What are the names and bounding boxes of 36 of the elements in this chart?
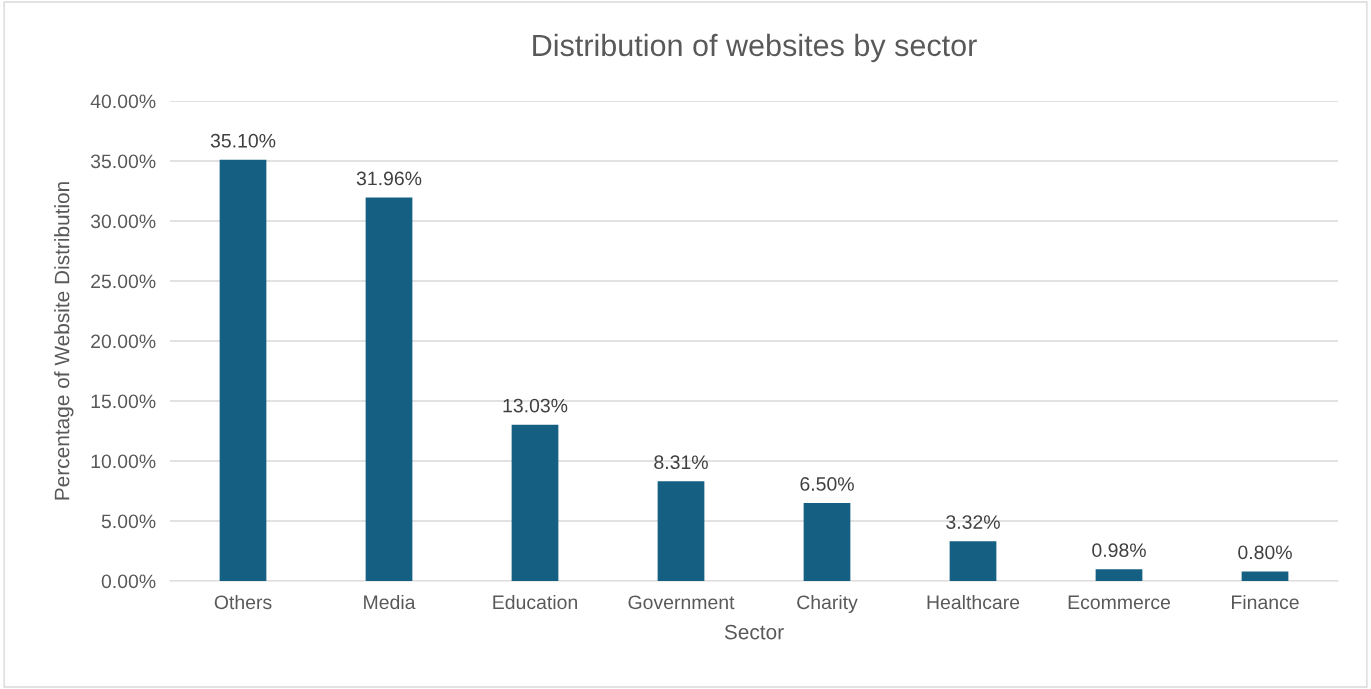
x-tick-label: Media (364, 594, 416, 610)
x-tick-label: Others (214, 594, 272, 610)
bar (657, 481, 705, 581)
bar (803, 503, 851, 581)
bar (1095, 569, 1143, 581)
data-label: 31.96% (356, 171, 422, 186)
x-axis-title: Sector (724, 624, 784, 640)
x-tick-label: Ecommerce (1068, 595, 1170, 610)
data-label: 8.31% (654, 455, 708, 470)
y-tick-label: 0.00% (101, 574, 156, 589)
x-tick-label: Charity (797, 594, 858, 614)
data-label: 0.98% (1092, 543, 1146, 558)
y-tick-label: 15.00% (91, 394, 156, 409)
data-label: 0.80% (1238, 545, 1292, 560)
x-tick-label: Finance (1232, 594, 1299, 610)
bar (365, 197, 413, 581)
y-tick-label: 5.00% (101, 514, 156, 529)
y-tick-label: 25.00% (91, 274, 156, 289)
y-tick-label: 20.00% (91, 334, 156, 349)
y-tick-label: 10.00% (91, 454, 156, 469)
data-label: 13.03% (503, 398, 568, 413)
chart-title: Distribution of websites by sector (533, 33, 977, 63)
data-label: 6.50% (800, 477, 854, 491)
x-tick-label: Education (493, 594, 577, 610)
bar (949, 541, 997, 581)
data-label: 3.32% (946, 515, 1000, 529)
y-tick-label: 35.00% (90, 154, 156, 169)
y-tick-label: 30.00% (90, 214, 156, 229)
x-tick-label: Government (628, 595, 735, 610)
bar (511, 424, 559, 581)
bar (219, 159, 267, 581)
data-label: 35.10% (210, 133, 276, 148)
x-tick-label: Healthcare (927, 594, 1020, 610)
y-axis-title: Percentage of Website Distribution (54, 182, 74, 500)
bar (1241, 571, 1289, 581)
y-tick-label: 40.00% (90, 94, 156, 109)
